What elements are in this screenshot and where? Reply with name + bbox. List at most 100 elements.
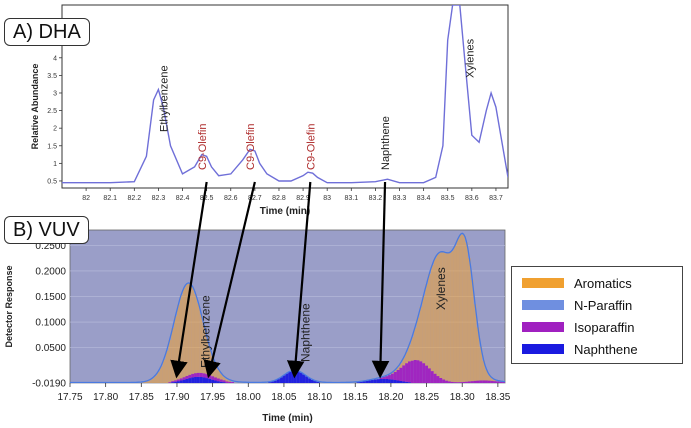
vuv-bar-isoparaffin	[196, 372, 200, 377]
vuv-bar-aromatics	[482, 360, 486, 381]
vuv-bar-naphthene	[268, 382, 272, 383]
vuv-bar-naphthene	[285, 373, 289, 383]
vuv-bar-naphthene	[171, 382, 175, 383]
dha-y-tick-label: 3	[53, 90, 57, 97]
vuv-bar-isoparaffin	[476, 380, 480, 383]
vuv-bar-naphthene	[199, 377, 203, 383]
vuv-bar-aromatics	[436, 254, 440, 377]
dha-x-tick-label: 83.2	[369, 195, 383, 202]
legend-swatch-isoparaffin	[522, 322, 564, 332]
vuv-bar-naphthene	[185, 378, 189, 383]
legend-swatch-naphthene	[522, 344, 564, 354]
vuv-bar-naphthene	[316, 381, 320, 383]
vuv-bar-aromatics	[416, 317, 420, 361]
vuv-bar-naphthene	[196, 376, 200, 383]
vuv-bar-isoparaffin	[487, 380, 491, 383]
vuv-bar-isoparaffin	[496, 381, 500, 383]
vuv-x-tick-label: 18.35	[485, 392, 510, 403]
vuv-bar-naphthene	[271, 381, 274, 383]
legend-label-n-paraffin: N-Paraffin	[574, 297, 633, 313]
dha-x-tick-label: 82.5	[200, 195, 214, 202]
vuv-bar-isoparaffin	[453, 382, 457, 383]
vuv-bar-naphthene	[370, 380, 374, 383]
vuv-bar-aromatics	[194, 293, 197, 374]
vuv-bar-isoparaffin	[493, 381, 497, 383]
vuv-bar-aromatics	[419, 306, 423, 362]
vuv-bar-aromatics	[179, 295, 183, 379]
vuv-bar-isoparaffin	[499, 381, 503, 383]
vuv-bar-aromatics	[410, 337, 414, 361]
vuv-bar-isoparaffin	[405, 363, 409, 382]
vuv-bar-aromatics	[228, 380, 232, 382]
dha-x-tick-label: 83.3	[393, 195, 407, 202]
vuv-bar-isoparaffin	[194, 373, 197, 378]
dha-peak-annotation: C9-Olefin	[197, 124, 209, 170]
correlation-arrow	[203, 181, 256, 379]
vuv-bar-naphthene	[393, 380, 397, 383]
vuv-bar-isoparaffin	[408, 361, 411, 383]
legend-label-naphthene: Naphthene	[574, 341, 638, 357]
vuv-bar-naphthene	[299, 372, 303, 383]
legend-item-aromatics: Aromatics	[522, 273, 632, 293]
vuv-bar-isoparaffin	[379, 377, 383, 379]
vuv-bar-aromatics	[165, 350, 169, 383]
legend: Aromatics N-Paraffin Isoparaffin Naphthe…	[511, 266, 683, 364]
dha-y-tick-label: 0.5	[47, 178, 57, 185]
vuv-bar-naphthene	[276, 379, 280, 383]
dha-y-tick-label: 3.5	[47, 73, 57, 80]
vuv-bar-isoparaffin	[465, 381, 468, 383]
dha-peak-annotation: C9-Olefin	[245, 124, 257, 170]
vuv-y-tick-label: 0.0500	[35, 343, 66, 354]
vuv-x-tick-label: 18.00	[236, 392, 261, 403]
vuv-bar-aromatics	[174, 316, 177, 381]
vuv-bar-isoparaffin	[388, 375, 391, 380]
vuv-bar-isoparaffin	[439, 377, 443, 383]
vuv-x-tick-label: 18.25	[414, 392, 439, 403]
vuv-x-tick-label: 17.95	[200, 392, 225, 403]
vuv-x-tick-label: 17.80	[93, 392, 118, 403]
vuv-bar-naphthene	[296, 371, 300, 383]
legend-swatch-n-paraffin	[522, 300, 564, 310]
vuv-bar-naphthene	[202, 377, 206, 383]
vuv-bar-isoparaffin	[182, 377, 186, 380]
vuv-bar-naphthene	[174, 381, 177, 383]
vuv-bar-aromatics	[408, 344, 411, 362]
vuv-bar-isoparaffin	[214, 377, 217, 381]
vuv-bar-isoparaffin	[225, 381, 229, 383]
vuv-bar-aromatics	[148, 380, 152, 383]
vuv-bar-naphthene	[399, 381, 403, 383]
vuv-bar-naphthene	[302, 374, 306, 383]
dha-peak-annotation: Xylenes	[464, 38, 476, 78]
vuv-bar-isoparaffin	[482, 380, 486, 383]
vuv-bar-aromatics	[453, 245, 457, 383]
vuv-bar-naphthene	[176, 381, 180, 383]
vuv-x-tick-label: 17.75	[57, 392, 82, 403]
vuv-bar-naphthene	[362, 381, 366, 383]
vuv-bar-aromatics	[422, 295, 426, 364]
vuv-x-tick-label: 18.10	[307, 392, 332, 403]
vuv-bar-naphthene	[222, 382, 226, 383]
dha-x-tick-label: 82.8	[272, 195, 286, 202]
legend-label-aromatics: Aromatics	[574, 275, 632, 291]
dha-x-tick-label: 83	[323, 195, 331, 202]
vuv-bar-isoparaffin	[185, 375, 189, 379]
vuv-bar-isoparaffin	[211, 376, 215, 380]
vuv-bar-aromatics	[154, 375, 157, 383]
vuv-bar-aromatics	[396, 366, 400, 370]
vuv-bar-aromatics	[485, 369, 488, 381]
vuv-bar-aromatics	[402, 357, 406, 366]
vuv-bar-aromatics	[442, 252, 446, 380]
vuv-bar-isoparaffin	[459, 382, 463, 383]
vuv-bar-isoparaffin	[385, 376, 389, 379]
vuv-bar-naphthene	[179, 380, 183, 383]
vuv-bar-isoparaffin	[430, 371, 434, 383]
vuv-bar-isoparaffin	[462, 381, 466, 383]
vuv-bar-naphthene	[311, 379, 314, 383]
vuv-bar-isoparaffin	[402, 365, 406, 382]
vuv-bar-naphthene	[219, 381, 223, 383]
vuv-bar-aromatics	[157, 371, 160, 383]
vuv-bar-isoparaffin	[467, 381, 471, 383]
vuv-bar-isoparaffin	[427, 368, 431, 383]
vuv-bar-naphthene	[191, 377, 195, 383]
vuv-x-tick-label: 17.85	[129, 392, 154, 403]
